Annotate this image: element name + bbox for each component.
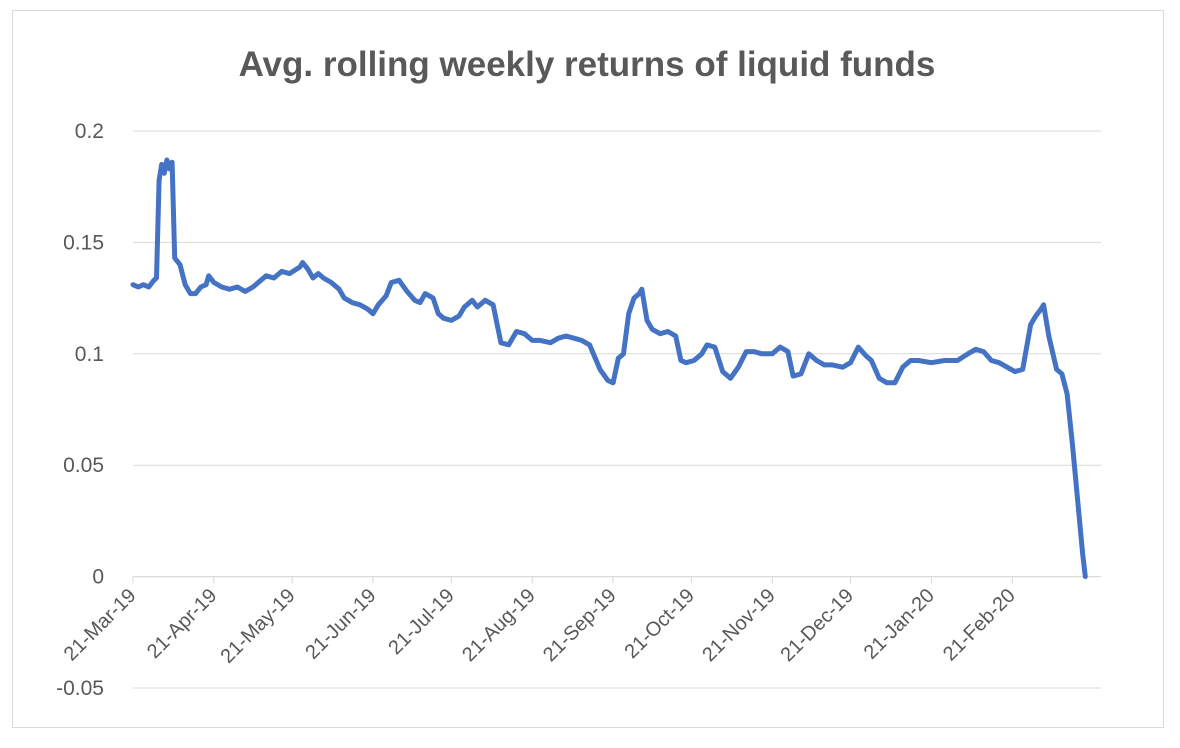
x-tick-label: 21-Dec-19	[776, 585, 858, 667]
x-tick-label: 21-May-19	[217, 585, 300, 668]
x-tick-label: 21-Nov-19	[698, 585, 780, 667]
x-tick-label: 21-Feb-20	[939, 585, 1020, 666]
y-tick-label: -0.05	[56, 677, 104, 700]
y-tick-label: 0.05	[63, 454, 104, 477]
y-tick-label: 0.15	[63, 231, 104, 254]
y-tick-label: 0	[92, 566, 104, 589]
x-tick-label: 21-Oct-19	[620, 585, 698, 663]
y-tick-label: 0.1	[75, 343, 104, 366]
x-tick-label: 21-Jan-20	[860, 585, 939, 664]
y-tick-label: 0.2	[75, 120, 104, 143]
chart-title: Avg. rolling weekly returns of liquid fu…	[239, 45, 936, 84]
series-line-0	[130, 157, 1088, 580]
x-tick-label: 21-Jun-19	[301, 585, 380, 664]
y-axis-tick-labels: 0.2 0.15 0.1 0.05 0 -0.05	[56, 120, 104, 700]
x-tick-label: 21-Sep-19	[539, 585, 621, 667]
chart-frame	[12, 10, 1164, 728]
x-tick-label: 21-Mar-19	[60, 585, 141, 666]
x-tick-label: 21-Apr-19	[143, 585, 221, 663]
series-layer	[130, 157, 1088, 580]
x-tick-label: 21-Jul-19	[384, 585, 459, 660]
x-tick-label: 21-Aug-19	[458, 585, 540, 667]
x-axis	[132, 576, 1101, 584]
